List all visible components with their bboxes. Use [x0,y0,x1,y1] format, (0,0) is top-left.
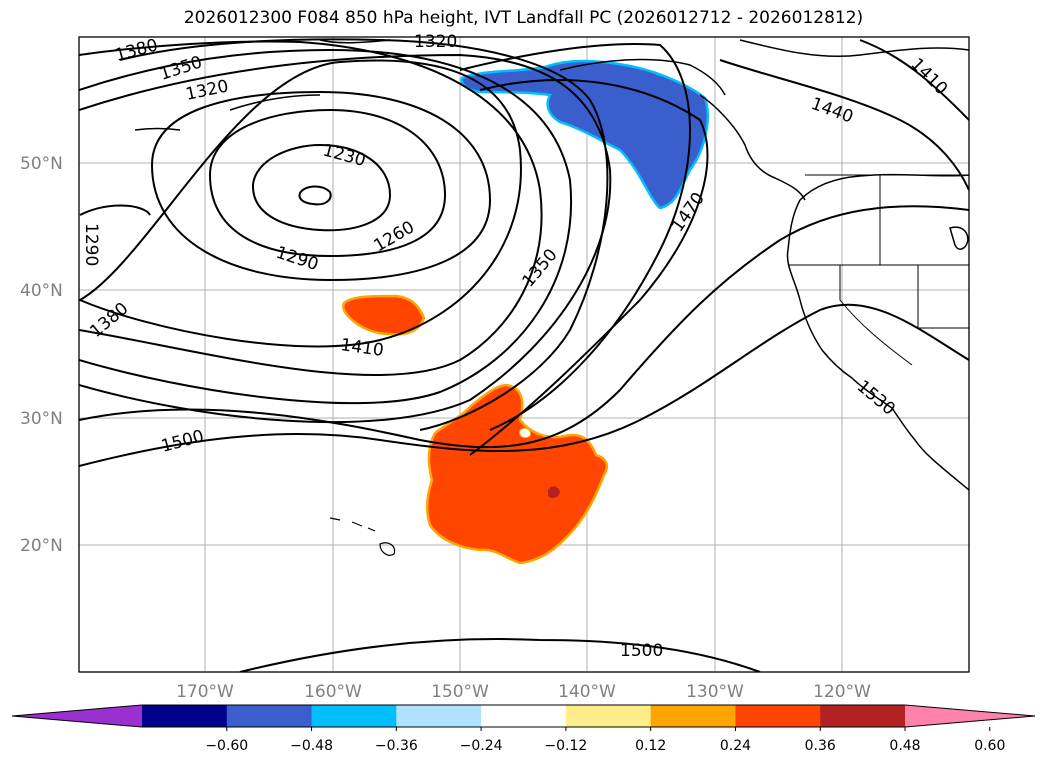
lon-label: 140°W [558,682,616,702]
colorbar-tick-label: 0.60 [974,738,1005,754]
contour-label: 1500 [620,641,663,661]
height-contours [79,38,969,672]
colorbar-tick-label: 0.12 [635,738,666,754]
colorbar-segment [311,705,397,727]
lon-label: 160°W [304,682,362,702]
latitude-labels: 50°N 40°N 30°N 20°N [20,154,63,556]
colorbar-tick-label: −0.24 [460,738,503,754]
colorbar-segment [481,705,567,727]
state-borders [788,174,969,366]
lat-label: 50°N [20,154,63,174]
map-title: 2026012300 F084 850 hPa height, IVT Land… [183,8,864,28]
map-panel [79,37,969,672]
lon-label: 170°W [176,682,234,702]
colorbar-segment [226,705,313,727]
longitude-labels: 170°W 160°W 150°W 140°W 130°W 120°W [176,682,871,702]
lon-label: 120°W [813,682,871,702]
lat-label: 30°N [20,409,63,429]
ivt-positive-region-south [425,383,608,565]
colorbar-segment [142,705,228,727]
contour-label: 1320 [414,32,457,52]
colorbar-tick-label: 0.48 [889,738,920,754]
colorbar-outline [11,704,1036,728]
colorbar-segment [650,705,736,727]
colorbar-extend-min [12,705,142,727]
colorbar-tick-label: 0.24 [720,738,751,754]
colorbar-tick-label: −0.12 [544,738,587,754]
lon-label: 150°W [431,682,489,702]
coastlines [134,39,969,491]
hawaii-islands [329,517,396,556]
ivt-negative-region-gulf-of-alaska [460,59,709,210]
colorbar-tick-label: −0.60 [205,738,248,754]
lat-label: 40°N [20,281,63,301]
colorbar-extend-max [905,705,1035,727]
lat-label: 20°N [20,536,63,556]
colorbar-tick-label: −0.36 [375,738,418,754]
colorbar-tick-label: −0.48 [290,738,333,754]
ivt-positive-region-north [342,294,426,336]
colorbar: −0.60 −0.48 −0.36 −0.24 −0.12 0.12 0.24 0.36 0.4… [11,704,1036,754]
colorbar-segment [565,705,652,727]
colorbar-segment [735,705,821,727]
colorbar-tick-label: 0.36 [805,738,836,754]
colorbar-segment [820,705,906,727]
lon-label: 130°W [686,682,744,702]
gridlines [79,37,969,672]
contour-label: 1290 [81,223,101,266]
colorbar-segment [396,705,482,727]
map-border [78,36,970,673]
